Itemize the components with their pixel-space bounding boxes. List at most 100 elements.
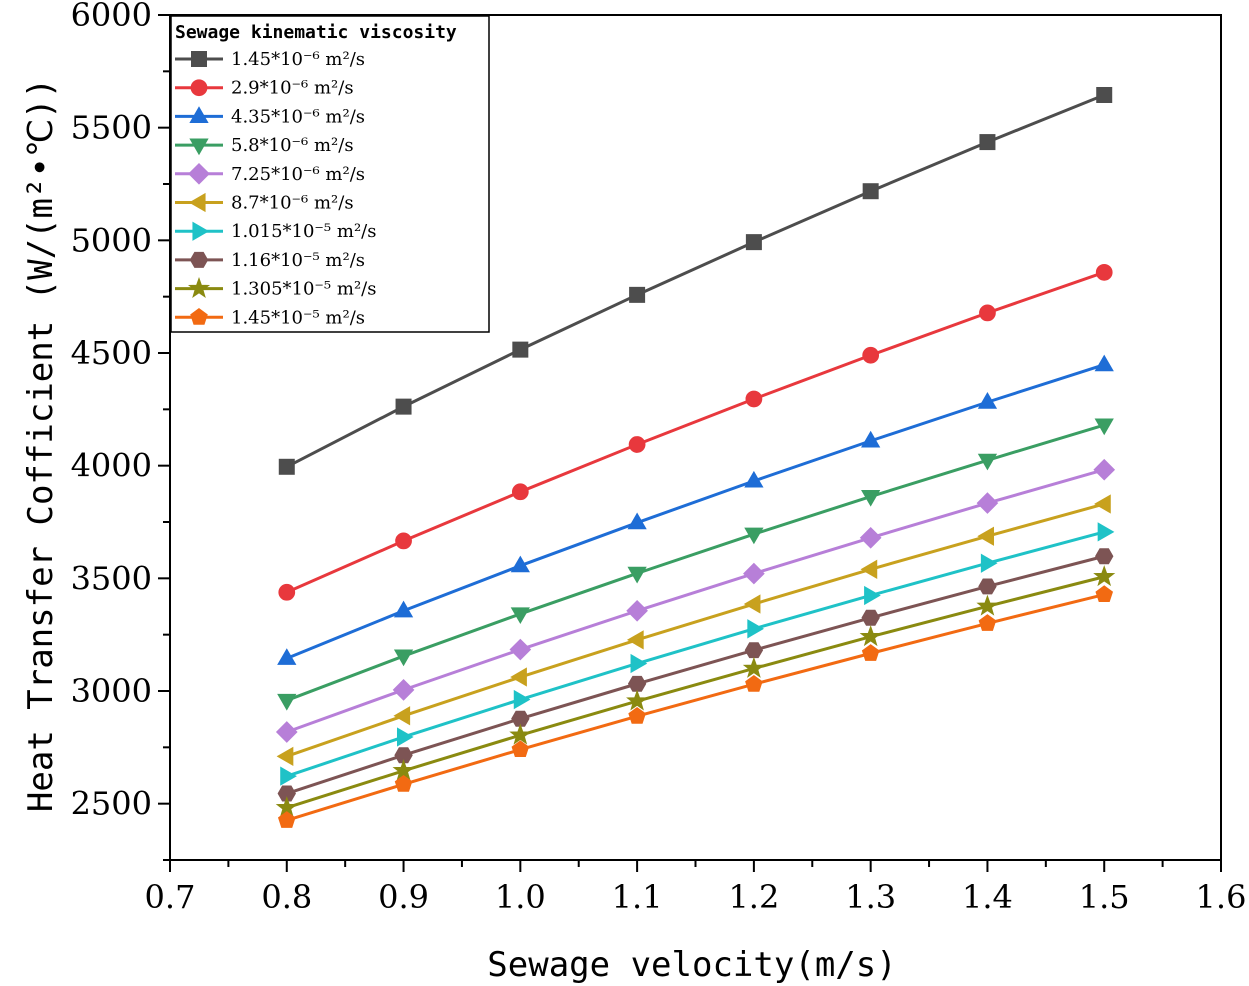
data-point [745,234,762,251]
data-point [744,470,764,488]
series-line [286,554,1105,795]
data-point [976,594,999,616]
data-point [277,693,297,711]
series-2 [278,263,1113,601]
series-10 [277,585,1114,828]
series-7 [280,522,1115,786]
data-point [393,706,411,726]
legend-label: 1.45*10⁻⁶ m²/s [231,49,365,70]
data-point [192,221,210,241]
series-line [286,270,1105,594]
data-point [190,308,208,325]
data-point [743,562,765,585]
data-point [187,276,211,298]
data-point [513,689,531,710]
legend-box [170,15,490,333]
data-point [188,162,210,185]
data-point [189,251,209,268]
data-point [864,585,881,606]
data-point [277,648,297,665]
data-point [395,532,412,550]
legend-item: 7.25*10⁻⁶ m²/s [175,162,365,185]
data-point [275,721,298,743]
series-line [286,363,1105,660]
series-1 [278,86,1113,475]
data-point [190,79,208,97]
data-point [629,286,646,303]
data-point [1095,548,1114,565]
data-point [862,346,880,364]
data-point [278,583,296,601]
legend-title: Sewage kinematic viscosity [175,22,457,43]
data-point [862,183,879,200]
legend-label: 7.25*10⁻⁶ m²/s [231,164,365,185]
legend-label: 5.8*10⁻⁶ m²/s [231,135,354,156]
legend-item: 1.45*10⁻⁶ m²/s [175,49,365,70]
x-tick-label: 1.6 [1196,878,1247,916]
x-tick-label: 1.2 [728,878,779,916]
data-point [1094,418,1114,436]
x-tick-label: 1.0 [495,878,546,916]
x-tick-label: 0.9 [378,878,429,916]
y-tick-label: 6000 [71,0,152,34]
data-point [976,492,999,514]
data-point [278,458,295,475]
data-point [628,706,646,724]
series-line [286,423,1105,702]
legend-item: 4.35*10⁻⁶ m²/s [175,106,365,127]
data-point [861,489,881,507]
data-point [744,642,764,659]
data-point [747,619,765,639]
series-8 [277,548,1114,802]
data-point [392,679,415,701]
data-point [979,304,996,322]
data-point [280,766,297,786]
series-3 [277,354,1114,665]
data-point [627,675,647,692]
data-point [189,106,209,123]
x-tick-label: 0.8 [261,878,312,916]
series-line [286,593,1105,822]
data-point [977,526,995,546]
series-line [286,502,1105,758]
data-point [276,746,294,766]
series-line [286,93,1105,469]
data-point [511,483,529,501]
data-point [1094,354,1114,372]
data-point [1095,585,1114,603]
legend-label: 8.7*10⁻⁶ m²/s [231,193,354,214]
data-point [1097,522,1115,542]
data-point [1093,458,1116,481]
series-line [286,575,1105,810]
y-tick-label: 5500 [71,109,152,147]
data-point [277,785,296,802]
x-tick-label: 1.5 [1079,878,1130,916]
ticks-layer: 0.7 0.8 0.9 1.0 1.1 1.2 1.3 1.4 1.5 1.6 2500 3000 35… [71,0,1247,916]
legend-label: 1.45*10⁻⁵ m²/s [231,307,365,328]
y-tick-label: 3000 [71,672,152,710]
data-point [859,625,882,647]
data-point [743,594,761,614]
data-point [627,566,647,584]
data-point [277,811,296,828]
legend-item: 2.9*10⁻⁶ m²/s [175,78,354,99]
data-point [861,609,880,626]
data-point [511,710,530,727]
data-point [510,607,530,625]
legend: Sewage kinematic viscosity 1.45*10⁻⁶ m²/s… [170,15,490,333]
data-point [627,512,647,530]
data-point [630,653,648,674]
data-point [188,192,206,213]
legend-label: 1.305*10⁻⁵ m²/s [231,279,376,300]
data-point [977,453,998,471]
data-point [1094,494,1111,514]
data-point [861,430,881,448]
data-point [1096,86,1113,103]
data-point [512,341,529,358]
data-point [626,630,644,650]
data-point [859,526,882,549]
legend-label: 4.35*10⁻⁶ m²/s [231,106,365,127]
data-point [511,740,530,758]
series-9 [275,565,1116,818]
